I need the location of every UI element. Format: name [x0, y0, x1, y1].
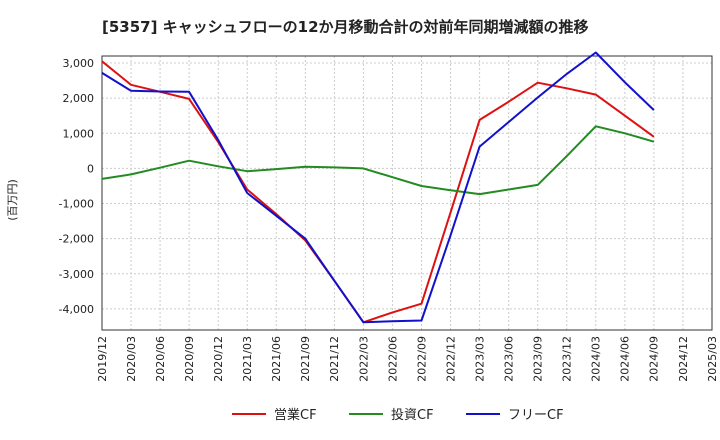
x-tick-label: 2023/06 — [503, 336, 516, 382]
x-tick-label: 2025/03 — [706, 336, 719, 382]
x-tick-label: 2023/12 — [561, 336, 574, 382]
x-axis-ticks: 2019/12 2020/03 2020/06 2020/09 2020/12 2021/… — [96, 336, 719, 382]
y-tick-label: -1,000 — [59, 198, 94, 211]
x-tick-label: 2022/06 — [386, 336, 399, 382]
x-tick-label: 2021/03 — [241, 336, 254, 382]
x-tick-label: 2024/06 — [619, 336, 632, 382]
y-tick-label: 3,000 — [63, 57, 95, 70]
y-tick-label: -4,000 — [59, 303, 94, 316]
legend-label: フリーCF — [508, 408, 564, 423]
x-tick-label: 2024/09 — [648, 336, 661, 382]
grid — [101, 56, 713, 330]
series-line — [101, 60, 655, 324]
y-axis-ticks: 3,000 2,000 1,000 0 -1,000 -2,000 -3,000 -4,000 — [59, 57, 94, 316]
x-tick-label: 2020/03 — [125, 336, 138, 382]
x-tick-label: 2023/03 — [473, 336, 486, 382]
plot-area — [101, 55, 713, 331]
x-tick-label: 2022/03 — [357, 336, 370, 382]
x-tick-label: 2019/12 — [96, 336, 109, 382]
series-line — [101, 51, 655, 324]
y-axis-label: (百万円) — [6, 179, 19, 221]
y-tick-label: 0 — [87, 162, 94, 175]
series-lines — [101, 51, 655, 324]
x-tick-label: 2023/09 — [532, 336, 545, 382]
x-tick-label: 2022/12 — [444, 336, 457, 382]
y-tick-label: 1,000 — [63, 127, 95, 140]
x-tick-label: 2024/12 — [677, 336, 690, 382]
x-tick-label: 2021/12 — [328, 336, 341, 382]
legend: 営業CF 投資CF フリーCF — [232, 407, 564, 423]
x-tick-label: 2021/06 — [270, 336, 283, 382]
y-tick-label: -3,000 — [59, 268, 94, 281]
legend-label: 投資CF — [391, 407, 434, 423]
y-tick-label: -2,000 — [59, 233, 94, 246]
series-line — [101, 125, 655, 196]
chart-title: [5357] キャッシュフローの12か月移動合計の対前年同期増減額の推移 — [102, 18, 589, 36]
legend-label: 営業CF — [274, 407, 317, 423]
x-tick-label: 2022/09 — [415, 336, 428, 382]
x-tick-label: 2020/09 — [183, 336, 196, 382]
y-tick-label: 2,000 — [63, 92, 95, 105]
x-tick-label: 2020/12 — [212, 336, 225, 382]
x-tick-label: 2021/09 — [299, 336, 312, 382]
x-tick-label: 2024/03 — [590, 336, 603, 382]
x-tick-label: 2020/06 — [154, 336, 167, 382]
